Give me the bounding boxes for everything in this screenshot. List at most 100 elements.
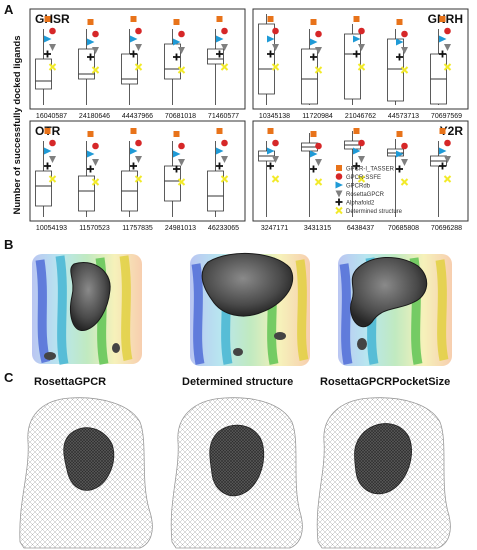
method-glyph	[178, 47, 185, 54]
method-glyph	[439, 128, 446, 134]
y-axis-label: Number of successfully docked ligands	[12, 36, 23, 215]
x-tick-label: 44437966	[122, 113, 153, 120]
method-glyph	[220, 63, 229, 71]
box-glyph	[258, 128, 280, 217]
method-glyph	[439, 147, 447, 155]
box-glyph	[430, 16, 452, 105]
method-glyph	[439, 16, 446, 22]
box-glyph	[35, 128, 57, 217]
method-glyph	[396, 131, 403, 137]
structure-rosettagpcr	[32, 254, 142, 365]
method-glyph	[444, 156, 451, 163]
method-glyph	[357, 175, 366, 183]
method-glyph	[443, 175, 452, 183]
method-glyph	[444, 44, 451, 51]
legend-marker	[335, 206, 343, 215]
method-glyph	[396, 53, 403, 61]
method-glyph	[44, 16, 51, 22]
method-glyph	[173, 165, 180, 173]
structure-pocketsize	[338, 254, 452, 366]
method-glyph	[221, 156, 228, 163]
x-tick-label: 10345138	[259, 113, 290, 120]
method-glyph	[173, 19, 180, 25]
x-tick-label: 3431315	[304, 225, 331, 232]
x-tick-label: 21046762	[345, 113, 376, 120]
x-tick-label: 71460577	[208, 113, 239, 120]
method-glyph	[130, 147, 138, 155]
box-glyph	[301, 131, 323, 217]
method-glyph	[267, 128, 274, 134]
x-tick-label: 11720984	[302, 113, 333, 120]
legend-marker	[335, 173, 343, 180]
panel-a-boxplots: Number of successfully docked ligands GH…	[12, 8, 469, 232]
method-glyph	[44, 147, 52, 155]
box-glyph	[258, 14, 280, 105]
method-glyph	[310, 19, 317, 25]
box-glyph	[35, 16, 57, 105]
legend-marker	[335, 181, 343, 189]
method-glyph	[91, 178, 100, 186]
method-glyph	[135, 44, 142, 51]
method-glyph	[353, 35, 361, 43]
method-glyph	[221, 27, 228, 35]
subplot-gnrh: GNRH103451381172098421046762445737137069…	[252, 8, 469, 120]
x-tick-label: 11570523	[79, 225, 110, 232]
method-glyph	[310, 53, 317, 61]
method-glyph	[353, 162, 360, 170]
method-glyph	[173, 38, 181, 46]
mesh-title-pocketsize: RosettaGPCRPocketSize	[320, 376, 451, 388]
box-glyph	[207, 128, 229, 217]
method-glyph	[44, 35, 52, 43]
method-glyph	[315, 47, 322, 54]
method-glyph	[49, 139, 56, 147]
method-glyph	[48, 175, 57, 183]
method-glyph	[177, 66, 186, 74]
method-glyph	[443, 63, 452, 71]
legend-label: GPCR-I_TASSER	[346, 167, 395, 173]
method-glyph	[216, 35, 224, 43]
mesh-rosettagpcr	[19, 397, 153, 549]
method-glyph	[44, 128, 51, 134]
subplot-ghsr: GHSR 16040587 24180646 44437966 70681018 7146…	[29, 8, 246, 120]
method-glyph	[173, 53, 180, 61]
method-glyph	[353, 50, 360, 58]
method-glyph	[439, 162, 446, 170]
method-glyph	[400, 178, 409, 186]
method-glyph	[444, 139, 451, 147]
legend-marker	[336, 165, 342, 171]
legend-label: GPCR-SSFE	[346, 175, 381, 181]
method-glyph	[135, 27, 142, 35]
method-glyph	[357, 63, 366, 71]
method-glyph	[44, 50, 51, 58]
method-glyph	[130, 50, 137, 58]
method-glyph	[91, 66, 100, 74]
method-glyph	[267, 162, 274, 170]
panel-b-structures	[32, 252, 452, 366]
method-glyph	[221, 139, 228, 147]
method-glyph	[267, 35, 275, 43]
method-glyph	[135, 156, 142, 163]
method-glyph	[314, 178, 323, 186]
box-glyph	[78, 19, 100, 105]
method-glyph	[87, 150, 95, 158]
subplot-y2r: Y2R 3247171 3431315 6438437 70685808 70696288	[252, 120, 469, 232]
method-glyph	[216, 147, 224, 155]
method-glyph	[315, 30, 322, 38]
box-glyph	[164, 19, 186, 105]
method-glyph	[49, 156, 56, 163]
method-glyph	[92, 47, 99, 54]
method-glyph	[134, 63, 143, 71]
mesh-pocketsize	[316, 397, 451, 549]
method-glyph	[178, 142, 185, 150]
legend-marker	[335, 190, 343, 198]
method-glyph	[310, 131, 317, 137]
x-tick-label: 44573713	[388, 113, 419, 120]
box-glyph	[207, 16, 229, 105]
method-glyph	[216, 128, 223, 134]
box-glyph	[164, 131, 186, 217]
x-tick-label: 70696288	[431, 225, 462, 232]
method-glyph	[272, 139, 279, 147]
method-glyph	[358, 27, 365, 35]
method-glyph	[358, 139, 365, 147]
mesh-title-rosettagpcr: RosettaGPCR	[34, 376, 107, 388]
